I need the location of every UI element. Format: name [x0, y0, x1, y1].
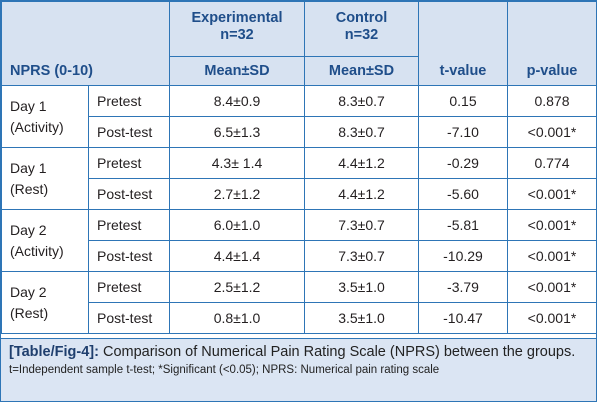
row-sub-label: Post-test — [88, 116, 170, 148]
row-sub-label: Pretest — [88, 147, 170, 179]
cell-p-value: <0.001* — [507, 271, 597, 303]
cell-t-value: -10.29 — [418, 240, 508, 272]
cell-p-value: 0.774 — [507, 147, 597, 179]
table-row: Post-test 4.4±1.4 7.3±0.7 -10.29 <0.001* — [2, 240, 597, 272]
header-row-sub: Mean±SD Mean±SD — [2, 56, 597, 86]
row-sub-label: Pretest — [88, 271, 170, 303]
table-row: Day 1 (Rest) Pretest 4.3± 1.4 4.4±1.2 -0.… — [1, 147, 597, 210]
header-row-top: NPRS (0-10) Experimental n=32 Control n=32… — [1, 1, 597, 86]
header-control: Control n=32 — [304, 1, 419, 57]
cell-p-value: <0.001* — [507, 116, 597, 148]
cell-experimental: 2.7±1.2 — [169, 178, 305, 210]
caption-text: Comparison of Numerical Pain Rating Scal… — [102, 344, 576, 360]
header-t-value: t-value — [418, 1, 508, 86]
cell-control: 7.3±0.7 — [304, 209, 419, 241]
cell-control: 8.3±0.7 — [304, 116, 419, 148]
cell-t-value: -0.29 — [418, 147, 508, 179]
group-label: Day 1 (Activity) — [1, 85, 89, 148]
table-row: Day 1 (Activity) Pretest 8.4±0.9 8.3±0.7 … — [1, 85, 597, 148]
cell-p-value: <0.001* — [507, 302, 597, 334]
header-p-value: p-value — [507, 1, 597, 86]
cell-t-value: -5.81 — [418, 209, 508, 241]
row-sub-label: Post-test — [88, 302, 170, 334]
header-experimental: Experimental n=32 — [169, 1, 305, 57]
group-label: Day 2 (Activity) — [1, 209, 89, 272]
table-row: Day 2 (Rest) Pretest 2.5±1.2 3.5±1.0 -3.7… — [1, 271, 597, 334]
table-row: Post-test 2.7±1.2 4.4±1.2 -5.60 <0.001* — [2, 178, 597, 210]
header-mean-sd-experimental: Mean±SD — [169, 56, 305, 86]
caption-footnote: t=Independent sample t-test; *Significan… — [9, 364, 440, 376]
caption-title: [Table/Fig-4]: Comparison of Numerical P… — [9, 343, 588, 361]
table-row: Day 2 (Activity) Pretest 6.0±1.0 7.3±0.7 … — [1, 209, 597, 272]
cell-experimental: 6.5±1.3 — [169, 116, 305, 148]
caption-tag: [Table/Fig-4]: — [9, 344, 99, 360]
cell-control: 4.4±1.2 — [304, 147, 419, 179]
row-sub-label: Post-test — [88, 240, 170, 272]
cell-control: 3.5±1.0 — [304, 302, 419, 334]
header-mean-sd-control: Mean±SD — [304, 56, 419, 86]
cell-control: 4.4±1.2 — [304, 178, 419, 210]
row-sub-label: Pretest — [88, 85, 170, 117]
cell-p-value: 0.878 — [507, 85, 597, 117]
cell-experimental: 4.4±1.4 — [169, 240, 305, 272]
cell-experimental: 4.3± 1.4 — [169, 147, 305, 179]
cell-t-value: -3.79 — [418, 271, 508, 303]
cell-control: 7.3±0.7 — [304, 240, 419, 272]
cell-p-value: <0.001* — [507, 178, 597, 210]
cell-experimental: 2.5±1.2 — [169, 271, 305, 303]
table-row: Post-test 6.5±1.3 8.3±0.7 -7.10 <0.001* — [2, 116, 597, 148]
table-row: Post-test 0.8±1.0 3.5±1.0 -10.47 <0.001* — [2, 302, 597, 334]
table-caption: [Table/Fig-4]: Comparison of Numerical P… — [1, 338, 596, 401]
cell-t-value: -10.47 — [418, 302, 508, 334]
row-sub-label: Post-test — [88, 178, 170, 210]
nprs-table: NPRS (0-10) Experimental n=32 Control n=32… — [1, 1, 597, 334]
header-nprs: NPRS (0-10) — [1, 1, 170, 86]
cell-p-value: <0.001* — [507, 209, 597, 241]
cell-control: 3.5±1.0 — [304, 271, 419, 303]
cell-control: 8.3±0.7 — [304, 85, 419, 117]
cell-t-value: 0.15 — [418, 85, 508, 117]
group-label: Day 2 (Rest) — [1, 271, 89, 334]
group-label: Day 1 (Rest) — [1, 147, 89, 210]
cell-experimental: 8.4±0.9 — [169, 85, 305, 117]
cell-t-value: -7.10 — [418, 116, 508, 148]
cell-experimental: 0.8±1.0 — [169, 302, 305, 334]
cell-t-value: -5.60 — [418, 178, 508, 210]
cell-p-value: <0.001* — [507, 240, 597, 272]
row-sub-label: Pretest — [88, 209, 170, 241]
cell-experimental: 6.0±1.0 — [169, 209, 305, 241]
